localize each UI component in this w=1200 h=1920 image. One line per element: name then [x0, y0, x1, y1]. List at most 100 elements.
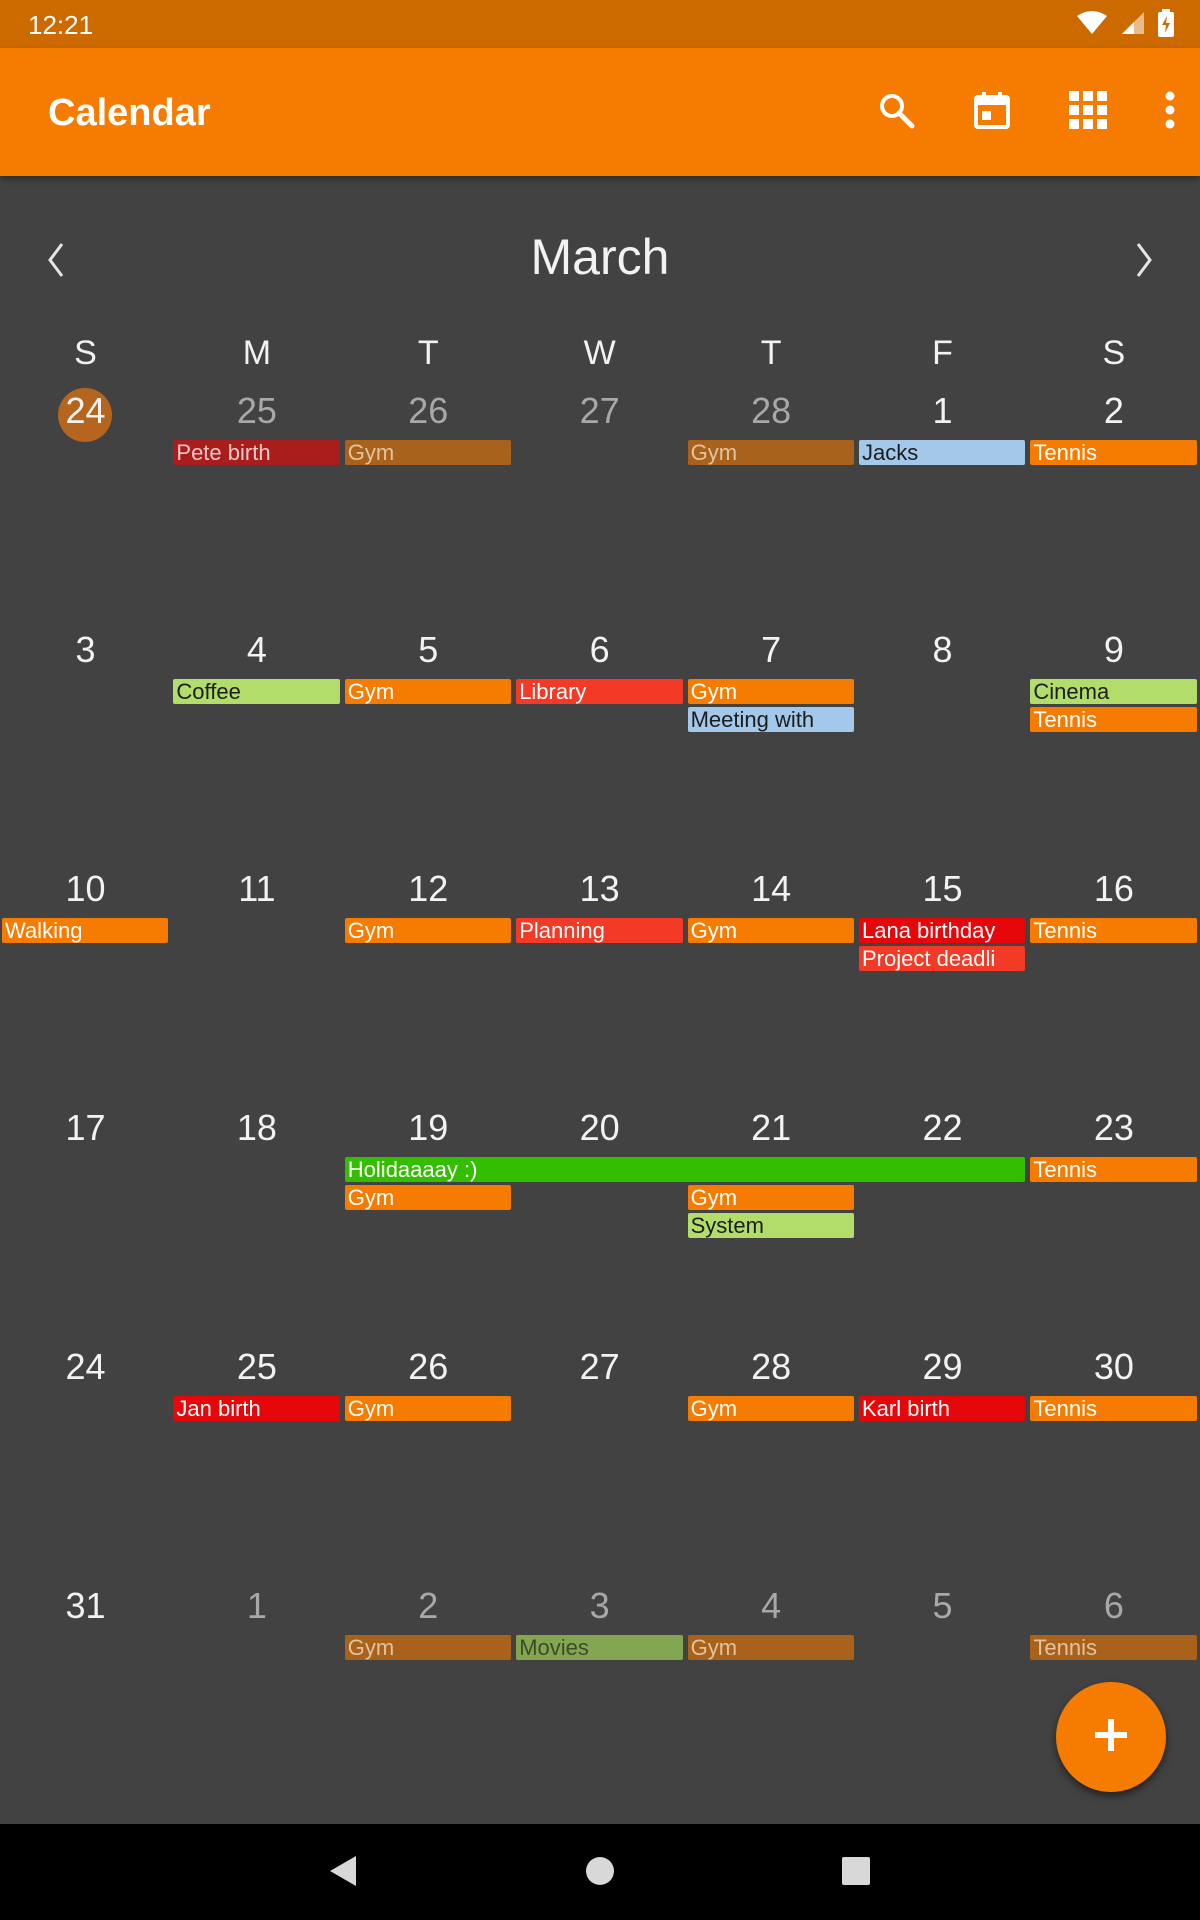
day-cell[interactable]: 24: [0, 380, 171, 619]
event-chip[interactable]: Gym: [687, 1635, 854, 1660]
more-options-button[interactable]: [1140, 82, 1200, 142]
day-cell[interactable]: 14: [686, 858, 857, 1097]
day-cell[interactable]: 27: [514, 380, 685, 619]
event-chip[interactable]: Coffee: [173, 679, 340, 704]
event-chip[interactable]: Tennis: [1030, 918, 1197, 943]
week-row: 10 11 12 13 14 15 16 Walking Gym Planning Gym Lana …: [0, 858, 1200, 1097]
day-cell[interactable]: 27: [514, 1336, 685, 1575]
day-cell[interactable]: 18: [171, 1097, 342, 1336]
previous-month-button[interactable]: [28, 234, 84, 290]
day-cell[interactable]: 24: [0, 1336, 171, 1575]
day-cell[interactable]: 25: [171, 1336, 342, 1575]
day-number: 11: [238, 868, 276, 909]
week-row: 3 4 5 6 7 8 9 Coffee Gym Library Gym Meeting with Ci…: [0, 619, 1200, 858]
week-row: 31 1 2 3 4 5 6 Gym Movies Gym Tennis: [0, 1575, 1200, 1814]
event-chip[interactable]: Tennis: [1030, 1635, 1197, 1660]
day-cell[interactable]: 6: [514, 619, 685, 858]
day-number: 6: [1103, 1585, 1124, 1626]
event-chip[interactable]: Movies: [516, 1635, 683, 1660]
day-cell[interactable]: 29: [857, 1336, 1028, 1575]
day-cell[interactable]: 26: [343, 1336, 514, 1575]
day-cell[interactable]: 30: [1028, 1336, 1199, 1575]
system-nav-bar: [0, 1824, 1200, 1920]
day-number: 27: [579, 390, 620, 431]
weekday-label: T: [760, 334, 782, 372]
day-cell[interactable]: 1: [857, 380, 1028, 619]
day-cell[interactable]: 22: [857, 1097, 1028, 1336]
day-cell[interactable]: 17: [0, 1097, 171, 1336]
event-chip[interactable]: Gym: [687, 679, 854, 704]
event-chip[interactable]: Jan birth: [173, 1396, 340, 1421]
day-cell[interactable]: 23: [1028, 1097, 1199, 1336]
day-cell[interactable]: 8: [857, 619, 1028, 858]
day-cell[interactable]: 1: [171, 1575, 342, 1814]
day-cell[interactable]: 15: [857, 858, 1028, 1097]
day-cell[interactable]: 6: [1028, 1575, 1199, 1814]
event-chip[interactable]: Lana birthday: [859, 918, 1026, 943]
day-cell[interactable]: 12: [343, 858, 514, 1097]
day-number: 2: [1103, 390, 1124, 431]
event-chip[interactable]: Pete birth: [173, 440, 340, 465]
day-number: 27: [579, 1346, 620, 1387]
day-cell[interactable]: 25: [171, 380, 342, 619]
event-chip[interactable]: Gym: [344, 1185, 512, 1210]
day-cell[interactable]: 3: [514, 1575, 685, 1814]
day-cell[interactable]: 9: [1028, 619, 1199, 858]
view-grid-button[interactable]: [1058, 82, 1118, 142]
day-cell[interactable]: 19: [343, 1097, 514, 1336]
weekday-label: F: [932, 334, 953, 372]
event-chip[interactable]: Gym: [344, 918, 512, 943]
event-chip[interactable]: System: [687, 1213, 854, 1238]
event-chip[interactable]: Project deadli: [859, 946, 1026, 971]
event-chip[interactable]: Tennis: [1030, 707, 1197, 732]
event-chip[interactable]: Gym: [687, 440, 854, 465]
today-button[interactable]: [962, 82, 1022, 142]
event-chip[interactable]: Cinema: [1030, 679, 1197, 704]
recents-button[interactable]: [833, 1850, 879, 1896]
day-cell[interactable]: 2: [1028, 380, 1199, 619]
day-cell[interactable]: 16: [1028, 858, 1199, 1097]
day-cell[interactable]: 21: [686, 1097, 857, 1336]
day-cell[interactable]: 7: [686, 619, 857, 858]
day-cell[interactable]: 5: [857, 1575, 1028, 1814]
back-button[interactable]: [320, 1850, 366, 1896]
home-button[interactable]: [577, 1850, 623, 1896]
search-button[interactable]: [866, 82, 926, 142]
day-cell[interactable]: 20: [514, 1097, 685, 1336]
event-chip[interactable]: Tennis: [1030, 1157, 1197, 1182]
month-header: March: [0, 200, 1200, 320]
day-cell[interactable]: 28: [686, 1336, 857, 1575]
day-cell[interactable]: 2: [343, 1575, 514, 1814]
day-number: 7: [761, 629, 782, 670]
event-chip[interactable]: Library: [516, 679, 683, 704]
next-month-button[interactable]: [1116, 234, 1172, 290]
event-chip[interactable]: Karl birth: [859, 1396, 1026, 1421]
event-chip[interactable]: Gym: [687, 1396, 854, 1421]
day-cell[interactable]: 3: [0, 619, 171, 858]
event-chip[interactable]: Tennis: [1030, 1396, 1197, 1421]
day-cell[interactable]: 5: [343, 619, 514, 858]
weekday-label: M: [242, 334, 272, 372]
day-cell[interactable]: 11: [171, 858, 342, 1097]
day-cell[interactable]: 4: [686, 1575, 857, 1814]
event-chip[interactable]: Gym: [344, 1635, 512, 1660]
event-chip[interactable]: Tennis: [1030, 440, 1197, 465]
event-chip[interactable]: Gym: [687, 1185, 854, 1210]
day-cell[interactable]: 26: [343, 380, 514, 619]
day-cell[interactable]: 13: [514, 858, 685, 1097]
event-chip[interactable]: Gym: [687, 918, 854, 943]
event-chip[interactable]: Walking: [2, 918, 169, 943]
event-chip[interactable]: Planning: [516, 918, 683, 943]
day-cell[interactable]: 31: [0, 1575, 171, 1814]
event-chip[interactable]: Gym: [344, 440, 512, 465]
event-chip[interactable]: Meeting with: [687, 707, 854, 732]
day-cell[interactable]: 10: [0, 858, 171, 1097]
event-chip[interactable]: Holidaaaay :): [344, 1157, 1026, 1182]
day-number: 1: [932, 390, 953, 431]
event-chip[interactable]: Gym: [344, 1396, 512, 1421]
add-event-button[interactable]: [1056, 1682, 1166, 1792]
day-cell[interactable]: 4: [171, 619, 342, 858]
day-cell[interactable]: 28: [686, 380, 857, 619]
event-chip[interactable]: Jacks: [859, 440, 1026, 465]
event-chip[interactable]: Gym: [344, 679, 512, 704]
